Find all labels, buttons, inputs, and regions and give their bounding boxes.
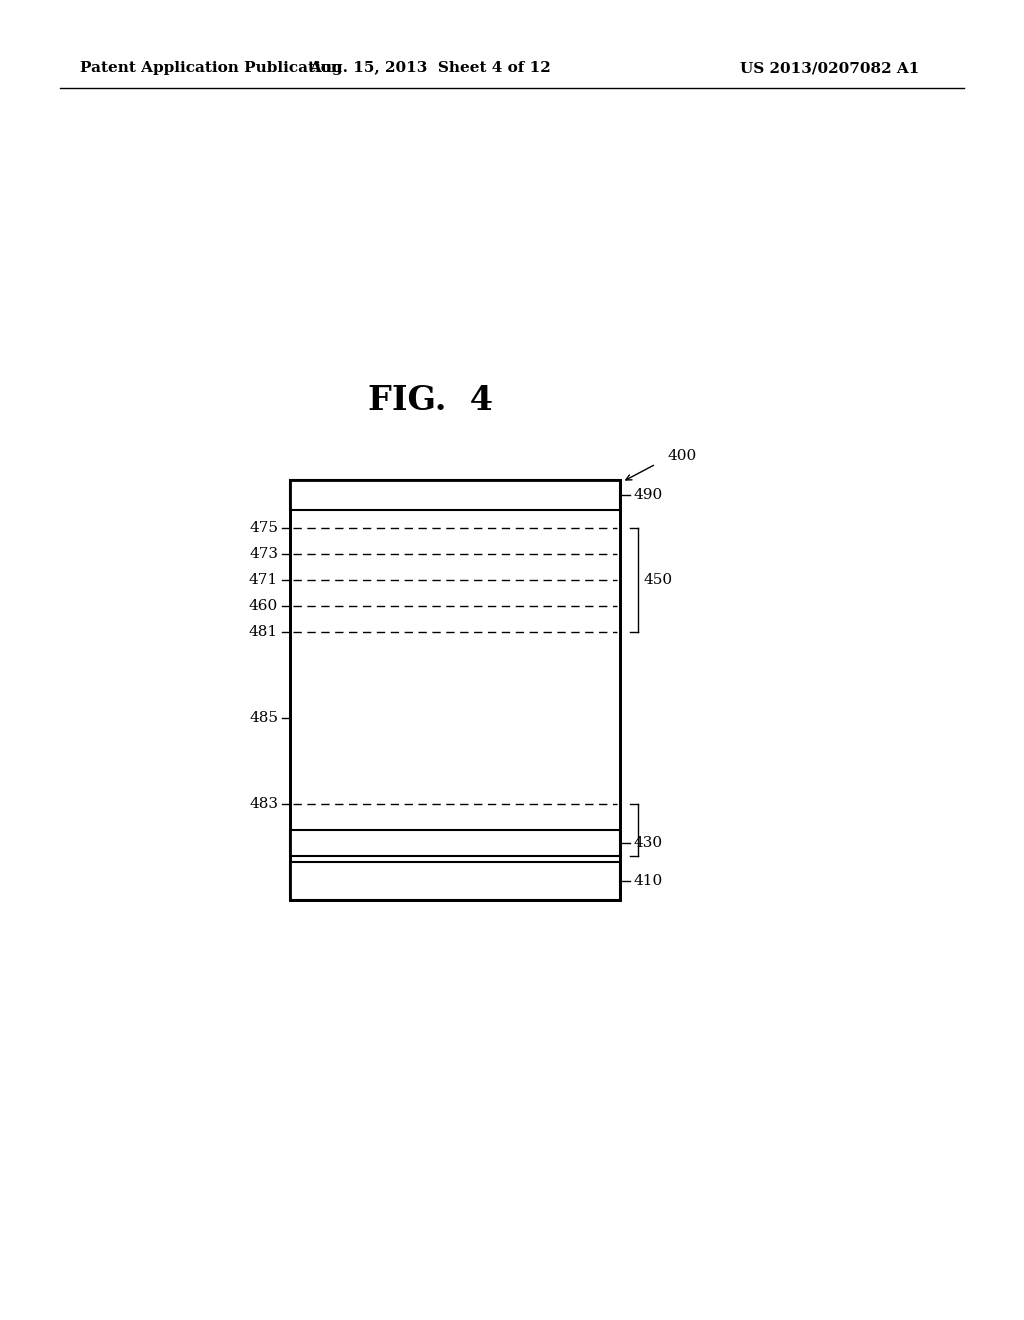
Text: Aug. 15, 2013  Sheet 4 of 12: Aug. 15, 2013 Sheet 4 of 12: [309, 61, 551, 75]
Text: US 2013/0207082 A1: US 2013/0207082 A1: [740, 61, 920, 75]
Text: 450: 450: [643, 573, 672, 587]
Bar: [290, 480, 620, 900]
Text: 485: 485: [249, 711, 278, 725]
Text: 473: 473: [249, 546, 278, 561]
Text: 430: 430: [634, 836, 664, 850]
Bar: [290, 480, 620, 900]
Text: 481: 481: [249, 624, 278, 639]
Bar: [290, 480, 620, 510]
Text: 460: 460: [249, 599, 278, 612]
Text: 410: 410: [634, 874, 664, 888]
Bar: [290, 830, 620, 855]
Text: 471: 471: [249, 573, 278, 587]
Text: 400: 400: [668, 449, 697, 463]
Text: FIG.  4: FIG. 4: [368, 384, 493, 417]
Text: Patent Application Publication: Patent Application Publication: [80, 61, 342, 75]
Bar: [290, 862, 620, 900]
Text: 475: 475: [249, 521, 278, 535]
Text: 490: 490: [634, 488, 664, 502]
Text: 483: 483: [249, 797, 278, 810]
